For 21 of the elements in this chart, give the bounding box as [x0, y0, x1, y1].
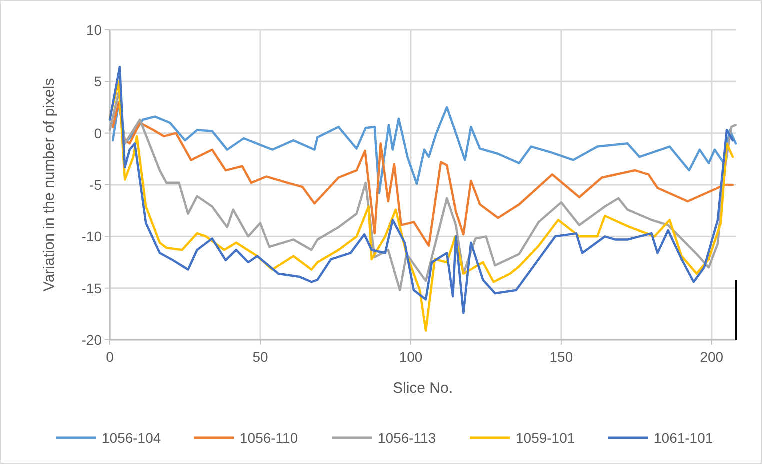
y-tick-label: -5 — [90, 177, 102, 193]
legend-label: 1056-110 — [240, 430, 298, 446]
y-tick-label: -20 — [82, 332, 102, 348]
line-series — [112, 101, 734, 248]
x-tick-label: 150 — [550, 349, 574, 365]
y-tick-label: -15 — [82, 280, 102, 296]
y-tick-label: 10 — [86, 22, 102, 38]
legend-label: 1061-101 — [654, 430, 714, 446]
y-tick-label: -10 — [82, 228, 102, 245]
y-tick-label: 5 — [94, 74, 102, 90]
legend-label: 1059-101 — [516, 430, 576, 446]
y-axis-title: Variation in the number of pixels — [41, 78, 58, 292]
x-tick-label: 100 — [399, 349, 423, 365]
x-tick-label: 200 — [700, 349, 724, 365]
legend-label: 1056-113 — [378, 430, 436, 446]
line-series — [108, 90, 738, 292]
y-tick-label: 0 — [94, 125, 102, 142]
legend-label: 1056-104 — [102, 430, 162, 446]
x-tick-label: 50 — [252, 349, 268, 365]
x-axis-title: Slice No. — [392, 380, 454, 397]
x-tick-label: 0 — [106, 349, 114, 365]
